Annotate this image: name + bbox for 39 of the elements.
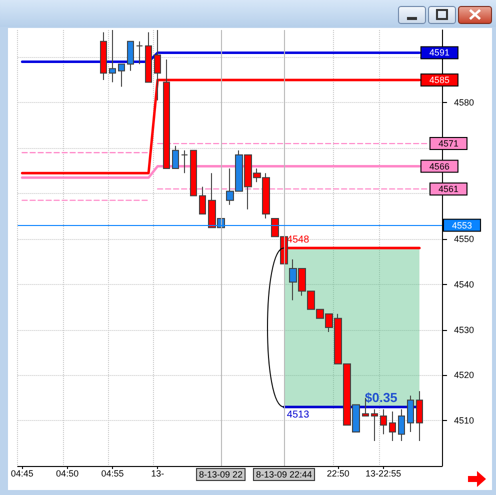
data-label: 4513 bbox=[286, 409, 310, 420]
candlestick bbox=[127, 40, 134, 72]
x-tick-label: 13- bbox=[151, 468, 164, 478]
y-tick-label: 4580 bbox=[454, 98, 474, 108]
y-tick-label: 4530 bbox=[454, 324, 474, 335]
candlestick bbox=[118, 64, 125, 88]
data-label: 4561 bbox=[438, 184, 458, 194]
y-tick-label: 4550 bbox=[454, 234, 474, 244]
band-label: $0.35 bbox=[364, 390, 398, 405]
x-tick-label: 13-22:55 bbox=[366, 468, 402, 478]
candlestick bbox=[145, 32, 152, 83]
candlestick bbox=[398, 408, 405, 442]
candlestick bbox=[380, 408, 387, 435]
y-tick-label: 4520 bbox=[454, 370, 474, 380]
candlestick bbox=[181, 150, 188, 174]
data-label: 4585 bbox=[429, 74, 450, 85]
candlestick bbox=[172, 145, 179, 170]
y-tick-label: 4540 bbox=[454, 279, 474, 290]
data-label: 4548 bbox=[286, 234, 310, 246]
x-tick-label: 8-13-09 22:44 bbox=[256, 470, 312, 480]
data-label: 4571 bbox=[438, 138, 458, 149]
x-tick-label: 8-13-09 22 bbox=[199, 470, 243, 480]
candlestick bbox=[100, 32, 107, 80]
candlestick bbox=[407, 395, 414, 432]
candlestick bbox=[109, 30, 116, 83]
y-tick-label: 4510 bbox=[454, 416, 474, 426]
candlestick bbox=[371, 408, 378, 442]
x-tick-label: 04:45 bbox=[10, 468, 34, 478]
x-tick-label: 04:50 bbox=[56, 468, 79, 478]
candlestick bbox=[389, 411, 396, 442]
data-label: 4591 bbox=[429, 48, 450, 58]
candlestick bbox=[136, 40, 143, 65]
x-tick-label: 04:55 bbox=[101, 468, 124, 478]
candlestick bbox=[190, 150, 197, 196]
x-tick-label: 22:50 bbox=[326, 468, 350, 478]
data-label: 4566 bbox=[429, 161, 450, 172]
candlestick bbox=[416, 390, 423, 442]
candlestick bbox=[199, 186, 206, 214]
ref-line-label: 4553 bbox=[452, 220, 472, 230]
